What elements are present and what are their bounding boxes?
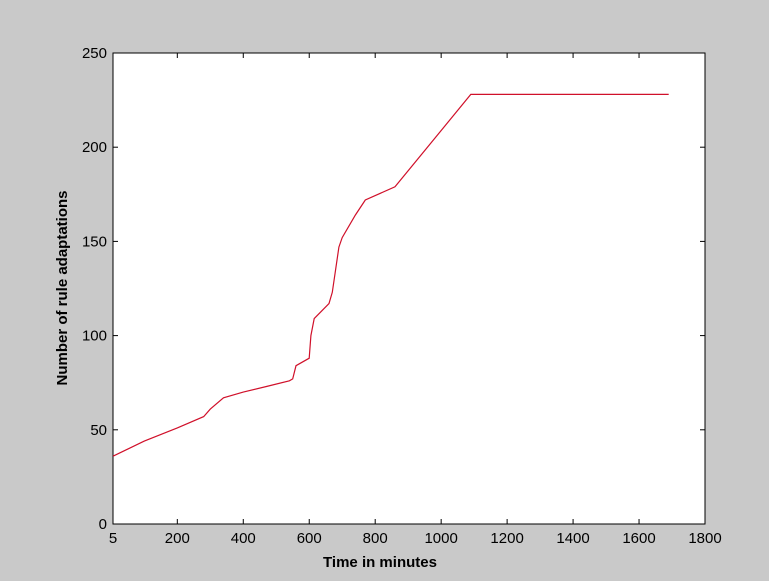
x-tick-label: 1600 xyxy=(622,530,655,547)
x-tick-label: 1200 xyxy=(490,530,523,547)
x-tick-label: 1400 xyxy=(556,530,589,547)
y-tick-label: 200 xyxy=(82,139,107,156)
y-tick-label: 250 xyxy=(82,45,107,62)
x-tick-label: 800 xyxy=(363,530,388,547)
series-line xyxy=(112,93,669,457)
x-tick-label: 400 xyxy=(231,530,256,547)
x-tick-label: 200 xyxy=(165,530,190,547)
x-tick-label: 1800 xyxy=(688,530,721,547)
y-tick-label: 100 xyxy=(82,328,107,345)
x-tick-label: 5 xyxy=(109,530,117,547)
x-axis: 5 200 400 600 800 1000 1200 1400 1600 1800 xyxy=(109,53,722,547)
y-tick-label: 50 xyxy=(90,422,107,439)
x-tick-label: 600 xyxy=(297,530,322,547)
y-tick-label: 150 xyxy=(82,233,107,250)
x-axis-label: Time in minutes xyxy=(323,554,437,571)
plot-area xyxy=(112,52,706,525)
x-tick-label: 1000 xyxy=(424,530,457,547)
y-axis-label: Number of rule adaptations xyxy=(54,190,71,385)
y-tick-label: 0 xyxy=(99,516,107,533)
series-layer xyxy=(112,93,669,457)
y-axis: 0 50 100 150 200 250 xyxy=(82,45,705,533)
